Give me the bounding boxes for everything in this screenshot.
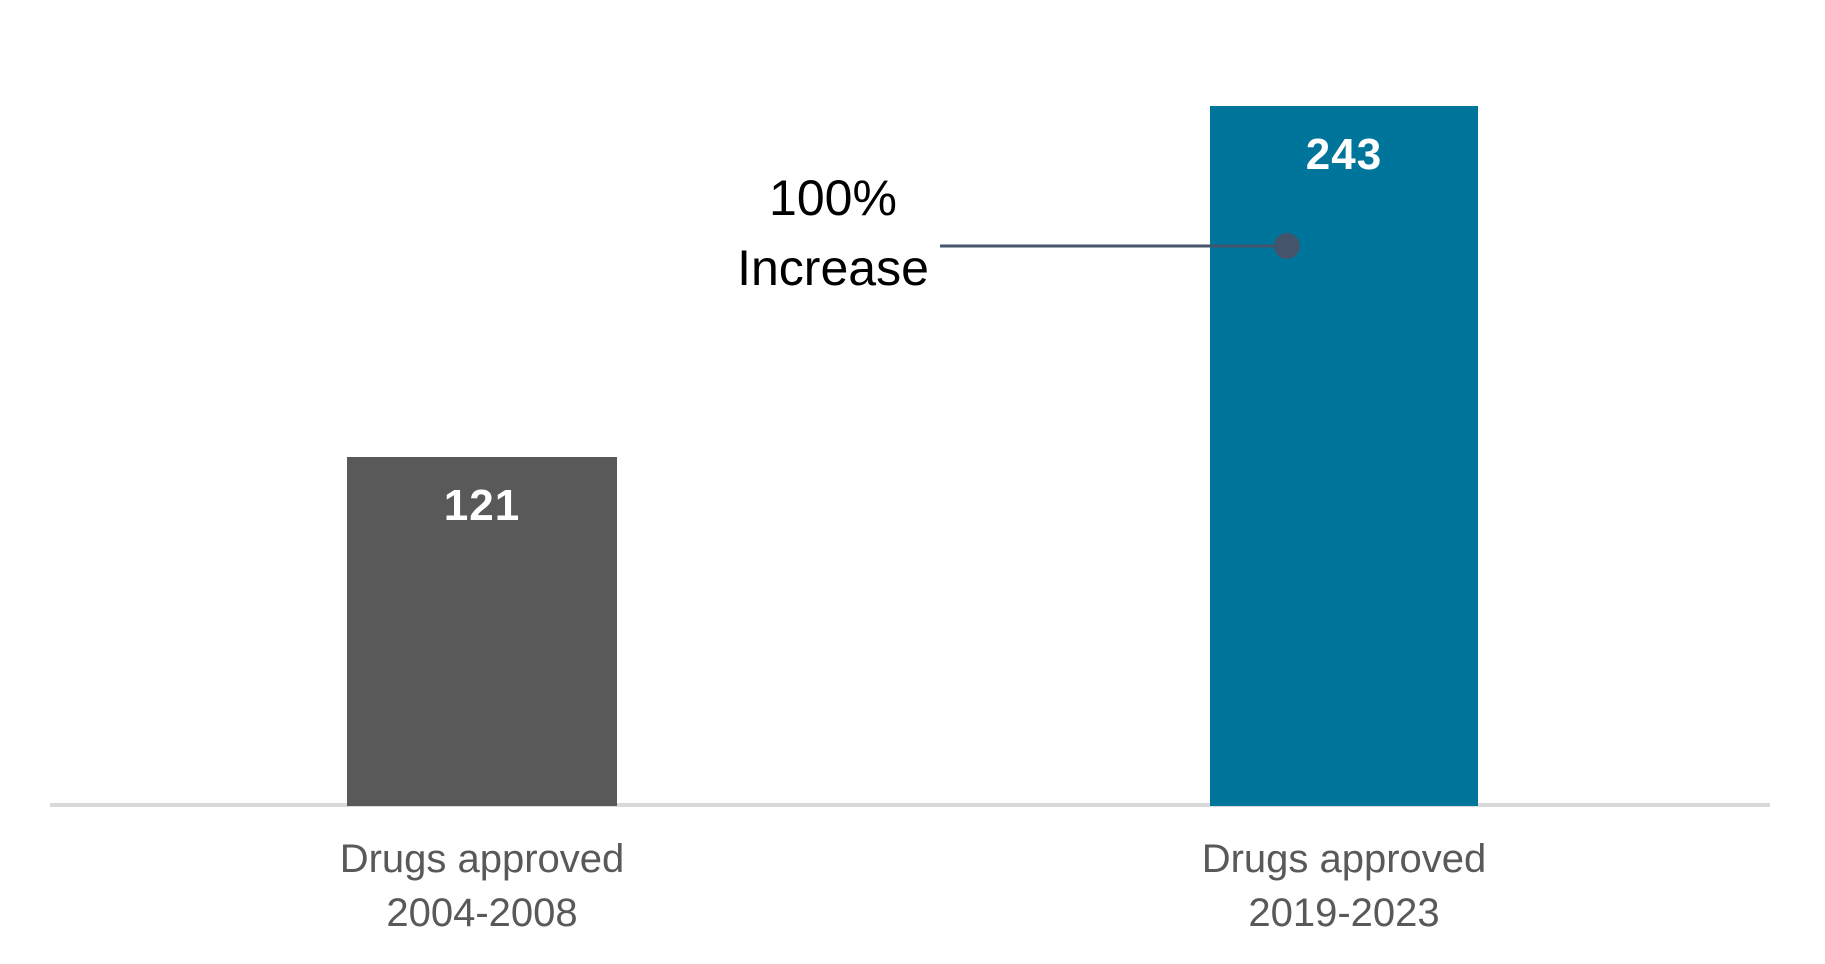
annotation-line1: 100%: [769, 170, 897, 226]
bar-drugs-approved-2019-2023: 243: [1210, 106, 1478, 806]
category-label-line2: 2004-2008: [386, 891, 578, 935]
x-axis-line: [50, 803, 1770, 807]
category-label-2019-2023: Drugs approved 2019-2023: [1094, 832, 1594, 940]
category-label-line1: Drugs approved: [1201, 837, 1487, 881]
bar-value-label-243: 243: [1305, 130, 1383, 179]
annotation-line2: Increase: [737, 240, 929, 296]
category-label-line1: Drugs approved: [339, 837, 625, 881]
bar-value-label-121: 121: [443, 481, 521, 530]
category-label-line2: 2019-2023: [1248, 891, 1440, 935]
bar-drugs-approved-2004-2008: 121: [347, 457, 617, 806]
annotation-100-percent-increase: 100% Increase: [633, 163, 1033, 303]
category-label-2004-2008: Drugs approved 2004-2008: [232, 832, 732, 940]
